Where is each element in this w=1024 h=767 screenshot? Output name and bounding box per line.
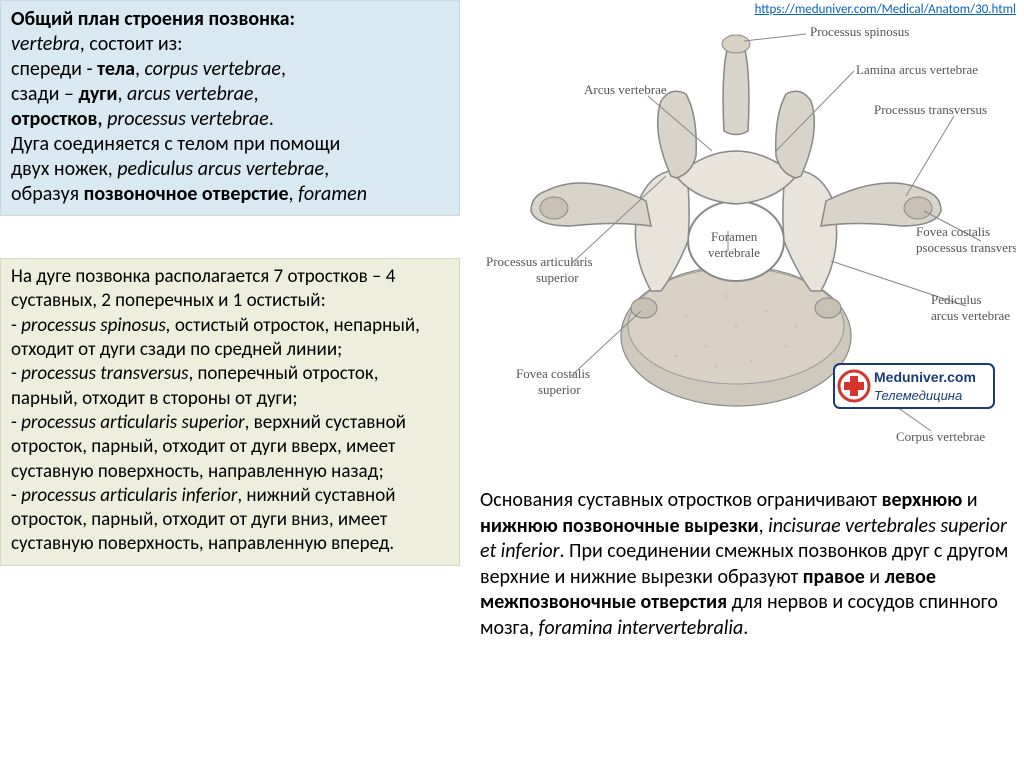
text: processus articularis superior (21, 411, 245, 434)
watermark: Meduniver.com Телемедицина (834, 364, 994, 408)
label-fovea-sup-1: Fovea costalis (516, 366, 590, 381)
label-fovea-transversus-1: Fovea costalis (916, 224, 990, 239)
text: . (269, 107, 274, 131)
text: processus articularis inferior (21, 484, 237, 507)
text: foramen (298, 182, 367, 206)
text: правое (803, 565, 865, 589)
text: верхнюю (882, 488, 963, 512)
text: , (324, 157, 329, 181)
notches-paragraph: Основания суставных отростков ограничива… (472, 484, 1020, 650)
label-fovea-sup-2: superior (538, 382, 581, 397)
text: двух ножек, (11, 157, 117, 181)
label-arcus: Arcus vertebrae (584, 82, 667, 97)
text: . (743, 616, 748, 640)
processes-list-box: На дуге позвонка располагается 7 отростк… (0, 258, 460, 566)
text: отростков, (11, 107, 103, 131)
text: позвоночное отверстие (84, 182, 289, 206)
text: сзади – (11, 82, 78, 106)
text: processus transversus (21, 362, 188, 385)
text: образуя (11, 182, 84, 206)
text: corpus vertebrae (144, 57, 280, 81)
source-link[interactable]: https://meduniver.com/Medical/Anatom/30.… (755, 2, 1016, 17)
text: На дуге позвонка располагается 7 отростк… (11, 265, 395, 312)
text: Дуга соединяется с телом при помощи (11, 132, 340, 156)
text: , (253, 82, 258, 106)
label-processus-transversus: Processus transversus (874, 102, 987, 117)
label-proc-art-sup-1: Processus articularis (486, 254, 593, 269)
text: foramina intervertebralia (538, 616, 743, 640)
text: нижнюю позвоночные вырезки (480, 514, 759, 538)
label-foramen-2: vertebrale (708, 245, 760, 260)
text: и (865, 565, 885, 589)
text: дуги (78, 82, 117, 106)
watermark-line2: Телемедицина (874, 388, 962, 403)
text: - (11, 484, 21, 507)
label-foramen-1: Foramen (711, 229, 758, 244)
text: - (11, 314, 21, 337)
text: тела (97, 57, 135, 81)
label-corpus: Corpus vertebrae (896, 429, 985, 444)
text: vertebra (11, 32, 80, 56)
text: , (118, 82, 128, 106)
text: и (962, 488, 977, 512)
text: Основания суставных отростков ограничива… (480, 488, 882, 512)
label-lamina: Lamina arcus vertebrae (856, 62, 978, 77)
text: , (281, 57, 286, 81)
text: Общий план строения позвонка: (11, 7, 295, 31)
text: pediculus arcus vertebrae (117, 157, 324, 181)
text: arcus vertebrae (127, 82, 253, 106)
vertebra-diagram: Processus spinosus Lamina arcus vertebra… (476, 16, 1016, 476)
structure-plan-box: Общий план строения позвонка: vertebra, … (0, 0, 460, 216)
text: - (11, 411, 21, 434)
text: , состоит из: (80, 32, 183, 56)
text: processus spinosus, (21, 314, 170, 337)
watermark-line1: Meduniver.com (874, 369, 976, 385)
text: processus vertebrae (107, 107, 269, 131)
text: , (759, 514, 769, 538)
label-proc-art-sup-2: superior (536, 270, 579, 285)
label-fovea-transversus-2: psocessus transversus (916, 240, 1016, 255)
text: - (11, 362, 21, 385)
text: спереди - (11, 57, 97, 81)
label-pediculus-1: Pediculus (931, 292, 982, 307)
label-processus-spinosus: Processus spinosus (810, 24, 909, 39)
text: , (289, 182, 299, 206)
label-pediculus-2: arcus vertebrae (931, 308, 1010, 323)
